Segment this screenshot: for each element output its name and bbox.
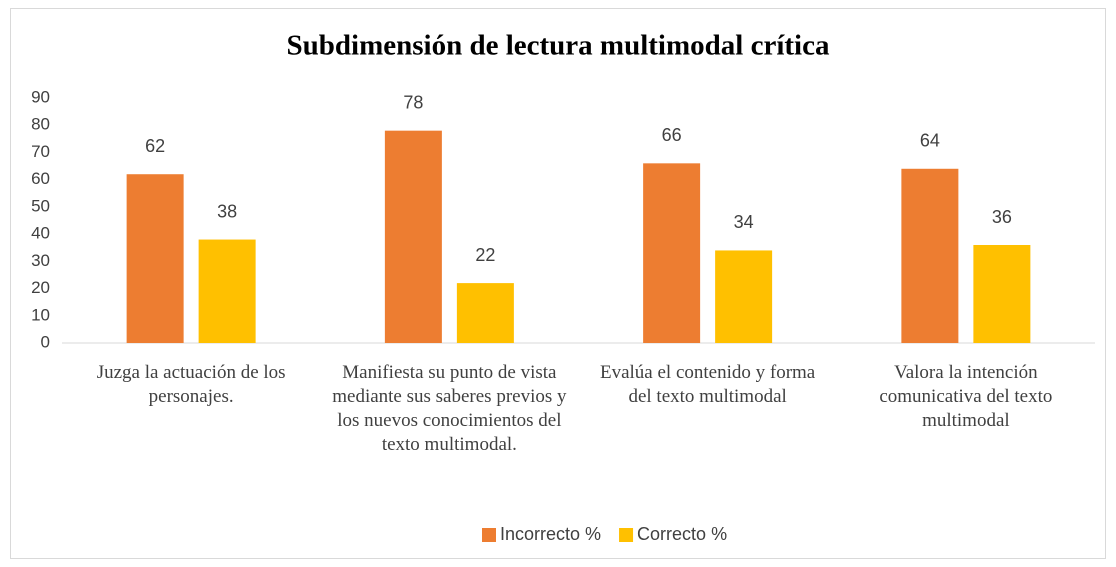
y-tick-label: 70 [31,142,50,161]
data-label: 34 [734,212,754,232]
bar [198,239,256,343]
y-tick-label: 80 [31,115,50,134]
y-tick-label: 60 [31,169,50,188]
bar [715,250,773,343]
bar [384,130,442,343]
bar [126,174,184,343]
y-tick-label: 40 [31,224,50,243]
legend-label: Correcto % [637,524,727,544]
data-label: 64 [920,131,940,151]
x-tick-label: Evalúa el contenido y forma del texto mu… [599,362,816,407]
data-label: 66 [662,125,682,145]
legend-swatch [619,528,634,542]
y-tick-label: 30 [31,251,50,270]
y-tick-label: 50 [31,196,50,215]
bar [456,283,514,343]
y-tick-label: 10 [31,305,50,324]
legend-label: Incorrecto % [500,524,601,544]
data-label: 36 [992,207,1012,227]
y-tick-label: 90 [31,87,50,106]
data-label: 22 [475,245,495,265]
x-tick-label: Manifiesta su punto de vista mediante su… [332,362,567,455]
x-tick-label: Valora la intención comunicativa del tex… [879,362,1053,431]
data-label: 38 [217,201,237,221]
legend-swatch [482,528,496,542]
y-tick-label: 20 [31,278,50,297]
data-label: 78 [403,92,423,112]
y-tick-label: 0 [41,332,50,351]
chart-title: Subdimensión de lectura multimodal críti… [287,30,830,62]
bar [973,245,1031,343]
data-label: 62 [145,136,165,156]
x-tick-label: Juzga la actuación de los personajes. [96,362,286,407]
bar [643,163,701,343]
bar [901,168,959,343]
